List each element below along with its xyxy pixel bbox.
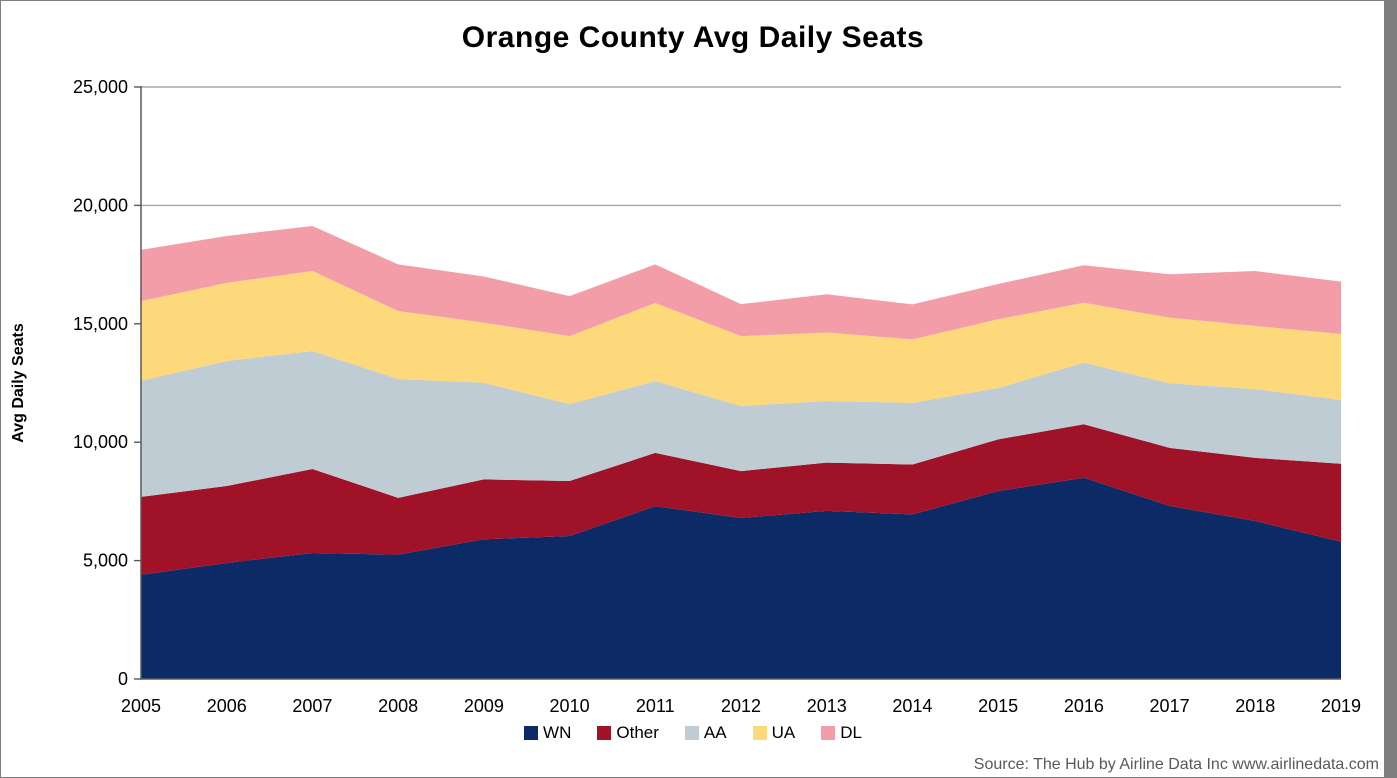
- x-tick-label-2014: 2014: [892, 696, 932, 716]
- x-tick-label-2005: 2005: [121, 696, 161, 716]
- legend-item-ua: UA: [752, 723, 796, 743]
- legend-swatch-wn: [524, 726, 539, 740]
- area-DL: [141, 226, 1341, 340]
- legend-item-other: Other: [597, 723, 659, 743]
- legend-label: AA: [703, 723, 727, 742]
- y-tick-label: 0: [118, 669, 128, 689]
- area-WN: [141, 477, 1341, 679]
- x-tick-label-2013: 2013: [807, 696, 847, 716]
- x-tick-label-2009: 2009: [464, 696, 504, 716]
- x-tick-label-2017: 2017: [1150, 696, 1190, 716]
- x-tick-label-2011: 2011: [636, 696, 675, 716]
- legend-label: UA: [771, 723, 796, 742]
- window-edge-bar: [1384, 1, 1397, 777]
- y-tick-label: 25,000: [73, 77, 128, 97]
- x-tick-label-2006: 2006: [207, 696, 247, 716]
- legend-swatch-other: [597, 726, 612, 740]
- legend-item-dl: DL: [821, 723, 862, 743]
- chart-title: Orange County Avg Daily Seats: [461, 21, 925, 54]
- legend-item-wn: WN: [524, 723, 571, 743]
- legend-item-aa: AA: [684, 723, 727, 743]
- x-tick-label-2008: 2008: [378, 696, 418, 716]
- x-tick-label-2015: 2015: [978, 696, 1018, 716]
- x-tick-label-2018: 2018: [1235, 696, 1275, 716]
- area-AA: [141, 351, 1341, 498]
- legend-label: Other: [616, 723, 659, 742]
- area-Other: [141, 424, 1341, 575]
- legend-label: WN: [543, 723, 572, 742]
- y-tick-label: 20,000: [73, 195, 128, 215]
- source-note: Source: The Hub by Airline Data Inc www.…: [973, 756, 1379, 773]
- legend-label: DL: [840, 723, 862, 742]
- legend-swatch-ua: [752, 726, 767, 740]
- x-tick-label-2010: 2010: [550, 696, 590, 716]
- x-tick-label-2016: 2016: [1064, 696, 1104, 716]
- y-tick-label: 5,000: [83, 551, 128, 571]
- area-UA: [141, 270, 1341, 406]
- x-tick-label-2007: 2007: [292, 696, 332, 716]
- x-tick-label-2019: 2019: [1321, 696, 1361, 716]
- x-tick-label-2012: 2012: [721, 696, 761, 716]
- legend-swatch-dl: [821, 726, 836, 740]
- legend-swatch-aa: [684, 726, 699, 740]
- y-tick-label: 10,000: [73, 432, 128, 452]
- chart-legend: WN Other AA UA DL: [1, 723, 1385, 743]
- y-tick-label: 15,000: [73, 314, 128, 334]
